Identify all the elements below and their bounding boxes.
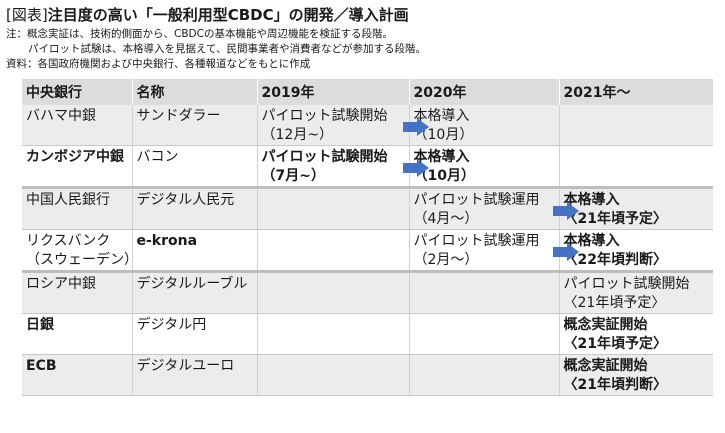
cell-line: 〈21年頃予定〉 (563, 211, 667, 227)
cell-line: 本格導入 (563, 192, 620, 208)
title-text: 注目度の高い「一般利用型CBDC」の開発／導入計画 (47, 6, 409, 24)
cell-line: デジタル人民元 (136, 192, 235, 208)
cell-line: 本格導入 (413, 108, 470, 124)
source-line: 資料：各国政府機関および中央銀行、各種報道などをもとに作成 (6, 58, 311, 70)
cell-line: パイロット試験運用 (413, 192, 540, 208)
header-2020: 2020年 (408, 79, 559, 105)
cell-y2020: パイロット試験運用 （2月～） (408, 229, 579, 273)
cell-line: 概念実証開始 (563, 358, 648, 374)
cell-y2019 (256, 354, 409, 396)
cell-bank: カンボジア中銀 (22, 145, 132, 189)
cell-name: バコン (131, 145, 257, 189)
cell-bank: 日銀 (22, 313, 132, 355)
cell-line: ECB (26, 358, 57, 374)
cell-line: 本格導入 (413, 149, 470, 165)
cbdc-table: 中央銀行 名称 2019年 2020年 2021年～ バハマ中銀 サンドダラー パイ… (22, 79, 713, 396)
cell-line: 概念実証開始 (563, 317, 648, 333)
header-bank: 中央銀行 (22, 79, 132, 105)
cell-y2020 (408, 354, 559, 396)
cell-y2019: パイロット試験開始 （12月~） (256, 105, 429, 146)
cell-line: 中国人民銀行 (26, 192, 110, 208)
cell-line: 〈21年頃予定〉 (563, 295, 666, 311)
cell-line: （7月~） (261, 168, 325, 184)
cell-line: （2月～） (413, 252, 479, 268)
note-line-1: 注：概念実証は、技術的側面から、CBDCの基本機能や周辺機能を検証する段階。 (6, 28, 393, 40)
cell-line: 日銀 (26, 317, 54, 333)
cell-y2021: 本格導入〈21年頃予定〉 (558, 187, 713, 230)
cell-y2019 (256, 271, 409, 314)
cell-name: デジタル人民元 (131, 187, 257, 230)
cell-name: e-krona (131, 229, 257, 273)
cell-line: e-krona (136, 233, 198, 249)
cell-y2020 (408, 313, 559, 355)
table-row: ECB デジタルユーロ 概念実証開始〈21年頃判断〉 (22, 354, 713, 396)
cell-y2021: パイロット試験開始 〈21年頃予定〉 (558, 271, 713, 314)
table-row: リクスバンク （スウェーデン） e-krona パイロット試験運用 （2月～） 本格導入〈… (22, 229, 713, 273)
cell-y2020 (408, 271, 559, 314)
table-row: 日銀 デジタル円 概念実証開始〈21年頃予定〉 (22, 313, 713, 355)
cell-bank: ECB (22, 354, 132, 396)
cell-line: リクスバンク (26, 233, 111, 249)
header-row: 中央銀行 名称 2019年 2020年 2021年～ (22, 79, 713, 105)
cell-line: デジタルルーブル (136, 276, 248, 292)
cell-line: ロシア中銀 (26, 276, 96, 292)
cell-y2020: 本格導入 （10月） (408, 105, 559, 146)
cell-bank: 中国人民銀行 (22, 187, 132, 230)
header-name: 名称 (131, 79, 257, 105)
cell-name: デジタル円 (131, 313, 257, 355)
arrow-right-icon (402, 159, 429, 177)
cell-y2019 (256, 229, 409, 273)
cell-y2021: 本格導入〈22年頃判断〉 (558, 229, 713, 273)
arrow-right-icon (402, 118, 429, 136)
cell-line: 〈22年頃判断〉 (563, 252, 667, 268)
cell-y2020: パイロット試験運用 （4月～） (408, 187, 579, 230)
notes: 注：概念実証は、技術的側面から、CBDCの基本機能や周辺機能を検証する段階。 パ… (6, 27, 426, 72)
cell-y2019: パイロット試験開始 （7月~） (256, 145, 429, 189)
cell-y2020: 本格導入 （10月） (408, 145, 559, 189)
cell-line: 本格導入 (563, 233, 620, 249)
cell-line: バハマ中銀 (26, 108, 96, 124)
cell-line: パイロット試験開始 (261, 149, 388, 165)
table-row: ロシア中銀 デジタルルーブル パイロット試験開始 〈21年頃予定〉 (22, 271, 713, 314)
cell-name: デジタルルーブル (131, 271, 257, 314)
header-2021: 2021年～ (558, 79, 713, 105)
figure-title: [図表]注目度の高い「一般利用型CBDC」の開発／導入計画 (6, 6, 409, 24)
cell-bank: ロシア中銀 (22, 271, 132, 314)
cell-bank: バハマ中銀 (22, 105, 132, 146)
cell-line: サンドダラー (136, 108, 221, 124)
cell-line: （スウェーデン） (26, 252, 138, 268)
cell-line: パイロット試験開始 (563, 276, 690, 292)
cell-y2021 (558, 145, 713, 189)
cell-line: （10月） (413, 127, 474, 143)
cell-y2021 (558, 105, 713, 146)
cell-line: バコン (136, 149, 179, 165)
cell-line: カンボジア中銀 (26, 149, 124, 165)
cell-line: （10月） (413, 168, 475, 184)
note-line-2: パイロット試験は、本格導入を見据えて、民間事業者や消費者などが参加する段階。 (28, 43, 426, 55)
cell-bank: リクスバンク （スウェーデン） (22, 229, 138, 273)
cell-y2019 (256, 313, 409, 355)
cell-y2019 (256, 187, 409, 230)
cell-line: 〈21年頃予定〉 (563, 336, 667, 352)
header-2019: 2019年 (256, 79, 409, 105)
figure-tag: [図表] (6, 6, 48, 24)
table-row: カンボジア中銀 バコン パイロット試験開始 （7月~） 本格導入 （10月） (22, 145, 713, 189)
cell-line: デジタルユーロ (136, 358, 235, 374)
cell-line: （4月～） (413, 211, 479, 227)
cell-line: （12月~） (261, 127, 334, 143)
cell-line: 〈21年頃判断〉 (563, 377, 667, 393)
table-row: バハマ中銀 サンドダラー パイロット試験開始 （12月~） 本格導入 （10月） (22, 105, 713, 146)
arrow-right-icon (552, 202, 579, 220)
cell-y2021: 概念実証開始〈21年頃判断〉 (558, 354, 713, 396)
arrow-right-icon (552, 243, 579, 261)
cell-name: サンドダラー (131, 105, 257, 146)
cell-line: パイロット試験運用 (413, 233, 540, 249)
table-row: 中国人民銀行 デジタル人民元 パイロット試験運用 （4月～） 本格導入〈21年頃予定〉 (22, 187, 713, 230)
cell-y2021: 概念実証開始〈21年頃予定〉 (558, 313, 713, 355)
cell-name: デジタルユーロ (131, 354, 257, 396)
cell-line: デジタル円 (136, 317, 207, 333)
cell-line: パイロット試験開始 (261, 108, 388, 124)
